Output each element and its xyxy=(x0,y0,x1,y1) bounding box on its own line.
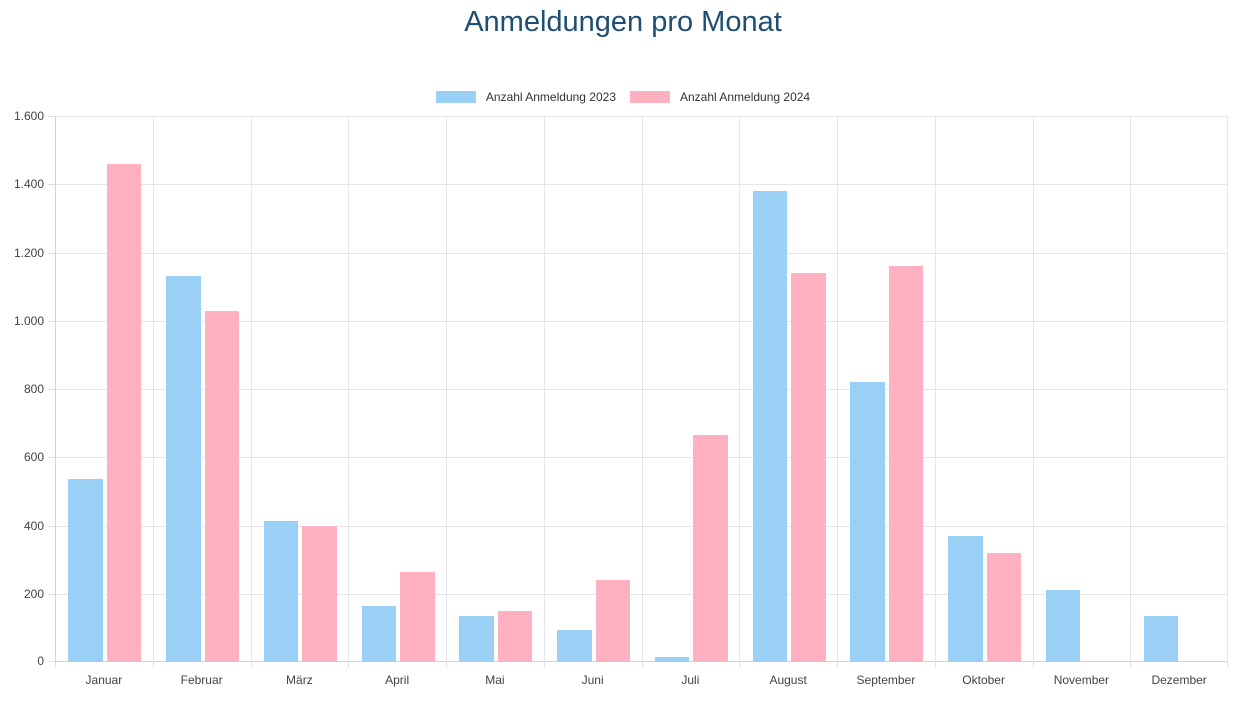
bar-2024-juni[interactable] xyxy=(595,580,631,662)
bar-2024-september[interactable] xyxy=(888,266,924,662)
y-axis-tick xyxy=(48,525,55,527)
gridline-horizontal xyxy=(55,252,1228,254)
gridline-horizontal xyxy=(55,320,1228,322)
y-axis-tick-label: 400 xyxy=(23,518,44,533)
gridline-horizontal xyxy=(55,184,1228,186)
bar-2024-juli[interactable] xyxy=(693,435,728,662)
y-axis-tick-label: 1.400 xyxy=(13,177,44,192)
bar-2024-januar[interactable] xyxy=(106,163,142,662)
y-axis-tick-label: 200 xyxy=(23,586,44,601)
gridline-vertical xyxy=(642,116,643,662)
y-axis-tick-label: 1.600 xyxy=(13,109,44,123)
bar-2023-september[interactable] xyxy=(850,382,885,662)
x-axis-tick xyxy=(739,662,740,667)
y-axis-tick xyxy=(48,116,55,117)
x-axis-tick xyxy=(544,662,545,667)
gridline-horizontal xyxy=(55,116,1228,117)
bar-2023-april[interactable] xyxy=(361,605,397,662)
gridline-vertical xyxy=(739,116,740,662)
x-axis-tick xyxy=(348,662,349,667)
bar-2024-oktober[interactable] xyxy=(986,552,1022,662)
legend-label-2024: Anzahl Anmeldung 2024 xyxy=(680,90,811,104)
bar-2023-oktober[interactable] xyxy=(948,535,983,662)
legend-item-2024[interactable]: Anzahl Anmeldung 2024 xyxy=(630,89,810,105)
gridline-vertical xyxy=(1130,116,1131,662)
gridline-horizontal xyxy=(55,661,1228,662)
gridline-horizontal xyxy=(55,525,1228,527)
x-axis-tick xyxy=(1130,662,1131,667)
x-axis-tick-label: September xyxy=(856,673,916,687)
x-axis-tick xyxy=(1033,662,1034,667)
x-axis-tick-label: Februar xyxy=(180,673,223,687)
x-axis-tick-label: Juni xyxy=(581,673,604,687)
x-axis-tick-label: Dezember xyxy=(1151,673,1207,687)
y-axis-tick-label: 800 xyxy=(23,382,44,396)
y-axis-tick-label: 0 xyxy=(37,654,44,668)
gridline-vertical xyxy=(153,116,154,662)
gridline-horizontal xyxy=(55,457,1228,459)
bar-2023-m-rz[interactable] xyxy=(263,521,299,662)
bar-2024-m-rz[interactable] xyxy=(302,525,337,662)
x-axis-tick xyxy=(446,662,447,667)
chart-legend: Anzahl Anmeldung 2023 Anzahl Anmeldung 20… xyxy=(0,89,1246,105)
y-axis-tick-label: 600 xyxy=(23,450,44,465)
legend-swatch-2024 xyxy=(630,91,670,103)
x-axis-tick-label: November xyxy=(1053,673,1110,687)
x-axis-tick-label: Juli xyxy=(681,673,700,687)
x-axis-tick-label: Januar xyxy=(85,673,123,687)
gridline-vertical xyxy=(935,116,936,662)
x-axis-tick-label: Oktober xyxy=(962,673,1005,687)
y-axis-tick xyxy=(48,593,55,595)
y-axis-tick xyxy=(48,389,55,390)
y-axis-tick xyxy=(48,184,55,186)
x-axis-tick xyxy=(1227,662,1228,667)
chart-title: Anmeldungen pro Monat xyxy=(464,6,782,38)
x-axis-tick xyxy=(935,662,936,667)
gridline-horizontal xyxy=(55,389,1228,390)
bar-2023-juli[interactable] xyxy=(654,656,690,662)
gridline-vertical xyxy=(251,116,252,662)
bar-2023-januar[interactable] xyxy=(68,479,103,662)
bar-2024-februar[interactable] xyxy=(204,310,240,662)
x-axis-tick-label: Mai xyxy=(485,673,505,687)
y-axis-tick xyxy=(48,457,55,459)
gridline-vertical xyxy=(544,116,545,662)
x-axis-tick xyxy=(55,662,56,667)
y-axis-tick xyxy=(48,252,55,254)
legend-item-2023[interactable]: Anzahl Anmeldung 2023 xyxy=(435,89,616,105)
x-axis-tick xyxy=(251,662,252,667)
legend-label-2023: Anzahl Anmeldung 2023 xyxy=(485,90,616,104)
x-axis-tick xyxy=(642,662,643,667)
y-axis-tick-label: 1.000 xyxy=(13,313,44,328)
y-axis-tick xyxy=(48,661,55,662)
gridline-vertical xyxy=(1033,116,1034,662)
bar-2024-august[interactable] xyxy=(791,272,826,662)
bar-2023-dezember[interactable] xyxy=(1143,615,1179,662)
bar-2024-april[interactable] xyxy=(400,571,435,662)
x-axis-tick-label: März xyxy=(286,673,313,687)
x-axis-tick-label: April xyxy=(385,673,410,687)
gridline-vertical xyxy=(348,116,349,662)
gridline-horizontal xyxy=(55,593,1228,595)
bar-2023-november[interactable] xyxy=(1045,590,1081,662)
x-axis-tick-label: August xyxy=(769,673,807,687)
y-axis-tick xyxy=(48,320,55,322)
bar-2024-mai[interactable] xyxy=(497,610,533,662)
gridline-vertical xyxy=(837,116,838,662)
gridline-vertical xyxy=(1227,116,1228,662)
plot-area xyxy=(55,116,1228,662)
x-axis-tick xyxy=(153,662,154,667)
bar-2023-juni[interactable] xyxy=(557,629,592,662)
bar-2023-august[interactable] xyxy=(752,191,788,662)
y-axis-tick-label: 1.200 xyxy=(13,245,44,260)
bar-2023-februar[interactable] xyxy=(166,276,201,662)
gridline-vertical xyxy=(446,116,447,662)
gridline-vertical xyxy=(55,116,56,662)
bar-2023-mai[interactable] xyxy=(459,615,494,662)
legend-swatch-2023 xyxy=(435,91,476,103)
x-axis-tick xyxy=(837,662,838,667)
